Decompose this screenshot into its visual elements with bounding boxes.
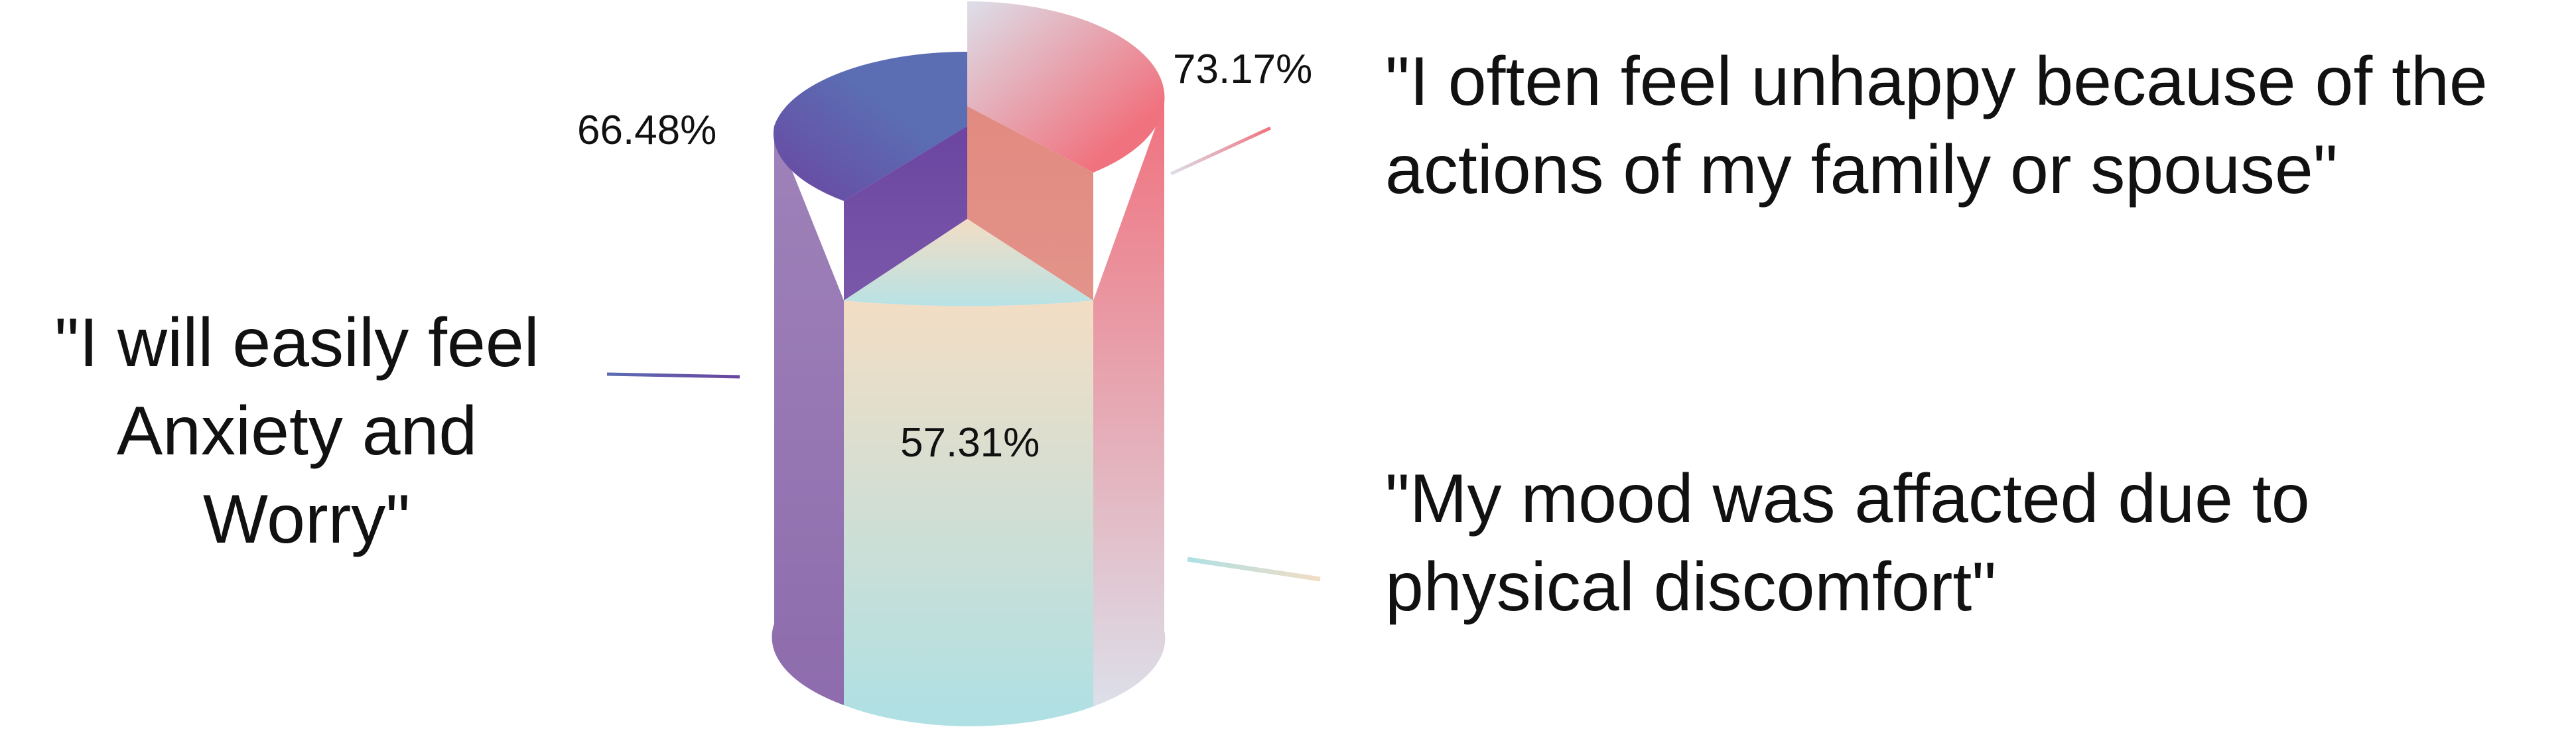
slice-family-spouse [967, 1, 1166, 706]
category-label-physical-discomfort: "My mood was affacted due to physical di… [1385, 460, 2329, 626]
slice-anxiety-worry [772, 51, 967, 705]
leader-line-family-spouse [1170, 126, 1272, 176]
leader-line-physical-discomfort [1187, 557, 1321, 582]
slice-physical-discomfort [844, 219, 1093, 726]
slice-family-spouse-top [967, 1, 1165, 173]
slice-anxiety-worry-top [773, 51, 967, 201]
value-label-anxiety-worry: 66.48% [577, 107, 716, 153]
value-label-physical-discomfort: 57.31% [900, 420, 1040, 466]
category-label-anxiety-worry: "I will easily feel Anxiety and Worry" [54, 304, 558, 558]
category-label-family-spouse: "I often feel unhappy because of the act… [1385, 43, 2507, 208]
slice-anxiety-worry-side [772, 126, 844, 705]
slice-family-spouse-cut [967, 106, 1093, 301]
slice-anxiety-worry-cut [844, 126, 967, 301]
slice-family-spouse-side [1093, 103, 1166, 706]
leader-line-anxiety-worry [606, 372, 740, 379]
value-label-family-spouse: 73.17% [1173, 46, 1312, 92]
slice-physical-discomfort-top [844, 219, 1093, 306]
slice-physical-discomfort-front [844, 301, 1093, 726]
